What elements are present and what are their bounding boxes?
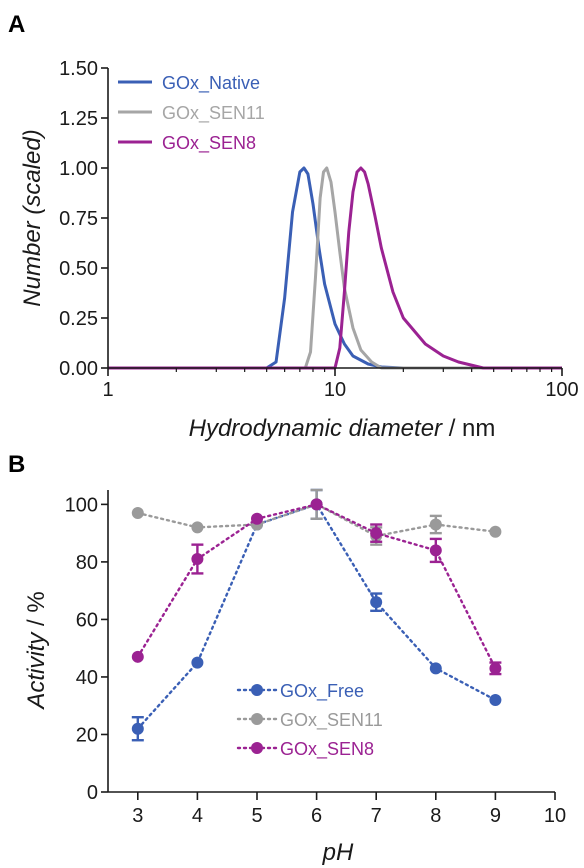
b-x-tick-label: 8 [430, 805, 441, 827]
b-data-point [489, 525, 502, 538]
b-y-tick-label: 40 [76, 667, 98, 689]
a-y-tick-label: 0.75 [59, 208, 98, 230]
a-y-tick-label: 1.25 [59, 108, 98, 130]
b-legend-label: GOx_Free [280, 681, 364, 702]
a-y-axis-label: Number (scaled) [19, 129, 46, 306]
b-y-tick-label: 20 [76, 724, 98, 746]
b-x-tick-label: 3 [132, 805, 143, 827]
panel-b-chart: 0 20 40 60 80 100 3 4 5 6 7 8 9 10 GOx_Free GOx_SEN11 G… [23, 488, 566, 866]
b-legend-swatch-marker [251, 742, 263, 754]
b-data-point [429, 544, 442, 557]
panel-label-a: A [8, 11, 25, 38]
b-y-tick-label: 60 [76, 609, 98, 631]
b-x-tick-label: 6 [311, 805, 322, 827]
a-series-line-1 [108, 166, 562, 370]
a-y-tick-label: 0.25 [59, 308, 98, 330]
a-legend-label: GOx_SEN11 [162, 103, 265, 124]
a-x-tick-label: 100 [545, 379, 578, 401]
b-series-line-2 [136, 503, 497, 670]
b-y-tick-label: 80 [76, 552, 98, 574]
b-data-point [131, 507, 144, 520]
b-data-point [489, 662, 502, 675]
b-x-axis-label: pH [322, 839, 354, 866]
a-y-tick-label: 1.00 [59, 158, 98, 180]
a-y-tick-label: 0.00 [59, 358, 98, 380]
b-x-tick-label: 10 [544, 805, 566, 827]
b-data-point [191, 553, 204, 566]
a-x-axis-label: Hydrodynamic diameter / nm [189, 415, 496, 442]
b-x-tick-label: 4 [192, 805, 203, 827]
b-y-axis-label-main: Activity [23, 631, 50, 711]
a-y-tick-label: 0.50 [59, 258, 98, 280]
a-x-axis-label-main: Hydrodynamic diameter [189, 415, 443, 442]
panel-a-chart: 0.00 0.25 0.50 0.75 1.00 1.25 1.50 1 10 100 GOx_N… [19, 58, 579, 442]
b-data-point [370, 596, 383, 609]
b-x-tick-label: 5 [251, 805, 262, 827]
b-data-point [310, 498, 323, 511]
b-y-tick-label: 100 [65, 494, 98, 516]
b-data-point [429, 518, 442, 531]
a-x-tick-label: 1 [102, 379, 113, 401]
b-data-point [370, 527, 383, 540]
a-x-tick-label: 10 [324, 379, 346, 401]
b-legend-swatch-marker [251, 684, 263, 696]
a-legend-label: GOx_Native [162, 73, 260, 94]
b-data-point [191, 521, 204, 534]
b-data-point [191, 656, 204, 669]
b-legend-label: GOx_SEN11 [280, 710, 383, 731]
b-data-point [489, 693, 502, 706]
a-series-line-0 [108, 166, 562, 370]
b-data-point [429, 662, 442, 675]
b-data-point [131, 722, 144, 735]
b-data-point [251, 512, 263, 525]
panel-label-b: B [8, 451, 25, 478]
a-series-line-2 [108, 166, 562, 370]
b-legend-swatch-marker [251, 713, 263, 725]
a-x-axis-label-unit: / nm [442, 415, 495, 442]
b-x-tick-label: 7 [371, 805, 382, 827]
b-x-tick-label: 9 [490, 805, 501, 827]
a-legend-label: GOx_SEN8 [162, 133, 256, 154]
b-y-axis-label: Activity / % [23, 591, 50, 710]
b-data-point [131, 650, 144, 663]
b-y-axis-label-unit: / % [23, 591, 50, 632]
a-y-tick-label: 1.50 [59, 58, 98, 80]
b-legend-label: GOx_SEN8 [280, 739, 374, 760]
b-y-tick-label: 0 [87, 782, 98, 804]
